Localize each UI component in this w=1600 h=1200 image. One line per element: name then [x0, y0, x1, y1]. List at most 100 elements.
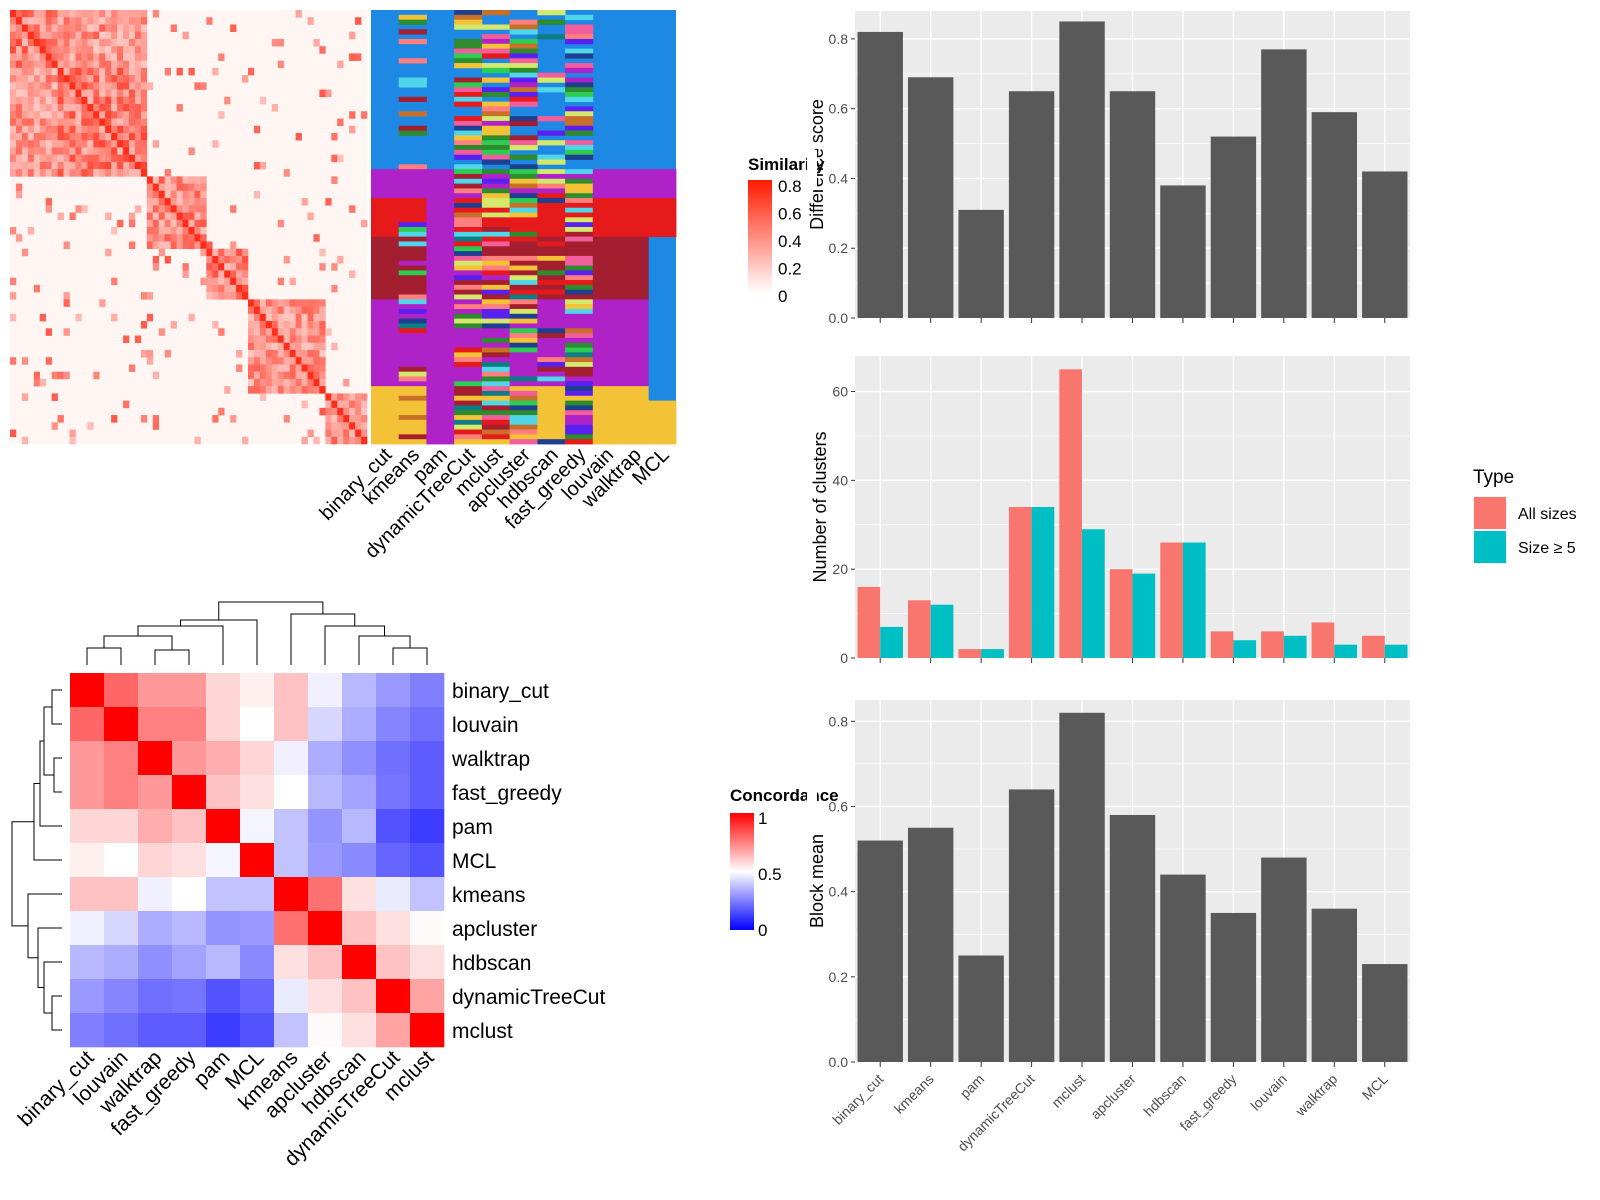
assignment-cell-mclust: [481, 236, 511, 242]
similarity-cell: [51, 422, 58, 430]
assignment-cell-fast_greedy: [565, 241, 594, 247]
y-tick-label: 0.8: [829, 31, 849, 47]
assignment-cell-pam: [426, 318, 455, 324]
bar-louvain: [1261, 49, 1307, 318]
assignment-cell-fast_greedy: [565, 294, 594, 300]
similarity-cell: [265, 349, 273, 358]
bar-hdbscan: [1160, 185, 1206, 318]
assignment-cell-binary_cut: [371, 429, 400, 435]
assignment-cell-hdbscan: [537, 10, 566, 16]
assignment-cell-fast_greedy: [565, 173, 594, 180]
assignment-cell-dynamicTreeCut: [454, 275, 483, 281]
similarity-cell: [51, 161, 58, 170]
similarity-cell: [111, 140, 118, 148]
similarity-cell: [21, 17, 29, 25]
similarity-cell: [21, 248, 29, 257]
similarity-cell: [271, 104, 279, 112]
similarity-cell: [319, 89, 326, 98]
similarity-cell: [277, 364, 284, 372]
similarity-cell: [134, 140, 142, 148]
row-label-binary_cut: binary_cut: [452, 680, 549, 703]
similarity-cell: [182, 31, 189, 40]
assignment-cell-binary_cut: [371, 178, 400, 184]
similarity-cell: [87, 111, 94, 119]
similarity-cell: [63, 241, 70, 249]
assignment-cell-binary_cut: [371, 318, 400, 324]
similarity-cell: [152, 263, 160, 271]
similarity-cell: [105, 53, 112, 61]
assignment-cell-dynamicTreeCut: [454, 366, 483, 373]
assignment-cell-apcluster: [509, 72, 538, 78]
similarity-cell: [253, 328, 261, 336]
similarity-cell: [99, 10, 106, 18]
similarity-cell: [105, 140, 112, 148]
similarity-cell: [242, 255, 249, 264]
concordance-cell: [240, 1013, 275, 1048]
assignment-cell-apcluster: [509, 419, 538, 426]
similarity-cell: [57, 31, 64, 40]
similarity-cell: [146, 227, 154, 235]
concordance-cell: [410, 877, 445, 912]
similarity-cell: [93, 371, 100, 380]
similarity-cell: [188, 241, 195, 249]
similarity-cell: [21, 53, 29, 61]
assignment-cell-mclust: [481, 410, 511, 416]
similarity-cell: [33, 38, 41, 47]
concordance-cell: [308, 775, 343, 810]
concordance-cell: [206, 673, 241, 708]
similarity-cell: [289, 306, 296, 315]
similarity-cell: [188, 219, 195, 228]
assignment-cell-hdbscan: [537, 231, 566, 238]
assignment-cell-kmeans: [398, 289, 427, 295]
dendrogram-branch: [180, 619, 258, 665]
assignment-cell-binary_cut: [371, 352, 400, 358]
similarity-cell: [158, 198, 165, 206]
similarity-cell: [325, 400, 332, 409]
similarity-cell: [259, 335, 267, 344]
similarity-cell: [164, 67, 171, 76]
assignment-cell-MCL: [648, 410, 677, 416]
assignment-cell-dynamicTreeCut: [454, 48, 483, 54]
similarity-cell: [182, 176, 189, 184]
similarity-cell: [301, 321, 308, 329]
similarity-cell: [51, 118, 58, 127]
similarity-cell: [253, 161, 261, 170]
assignment-cell-mclust: [481, 347, 511, 353]
bar-mclust-size-ge-5: [1082, 529, 1105, 658]
assignment-cell-pam: [426, 251, 455, 257]
assignment-cell-walktrap: [620, 337, 649, 344]
similarity-cell: [87, 132, 94, 141]
similarity-cell: [355, 422, 362, 430]
similarity-cell: [307, 349, 314, 358]
bar-walktrap: [1311, 908, 1358, 1062]
similarity-cell: [15, 111, 23, 119]
assignment-cell-mclust: [481, 183, 511, 189]
similarity-cell: [140, 292, 148, 300]
assignment-cell-dynamicTreeCut: [454, 386, 483, 392]
similarity-cell: [63, 104, 70, 112]
concordance-cell: [308, 843, 343, 878]
similarity-cell: [289, 342, 296, 351]
assignment-cell-mclust: [481, 193, 511, 199]
assignment-cell-kmeans: [398, 357, 427, 363]
assignment-cell-apcluster: [509, 313, 538, 320]
similarity-tick-label: 0.2: [778, 260, 802, 279]
similarity-cell: [39, 378, 46, 387]
similarity-cell: [158, 241, 165, 249]
similarity-cell: [63, 371, 70, 380]
similarity-cell: [105, 104, 112, 112]
difference-score-chart: 0.00.20.40.60.8Difference score: [807, 11, 1410, 326]
concordance-cell: [410, 741, 445, 776]
similarity-cell: [21, 10, 29, 18]
assignment-cell-hdbscan: [537, 72, 566, 78]
assignment-cell-pam: [426, 347, 455, 353]
assignment-cell-mclust: [481, 371, 511, 377]
legend-label-0: All sizes: [1518, 506, 1577, 523]
assignment-cell-fast_greedy: [565, 328, 594, 334]
similarity-cell: [164, 255, 171, 264]
similarity-cell: [10, 154, 17, 163]
assignment-cell-walktrap: [620, 289, 649, 295]
similarity-cell: [99, 31, 106, 40]
assignment-cell-pam: [426, 381, 455, 387]
similarity-tick-label: 0.8: [778, 177, 802, 196]
